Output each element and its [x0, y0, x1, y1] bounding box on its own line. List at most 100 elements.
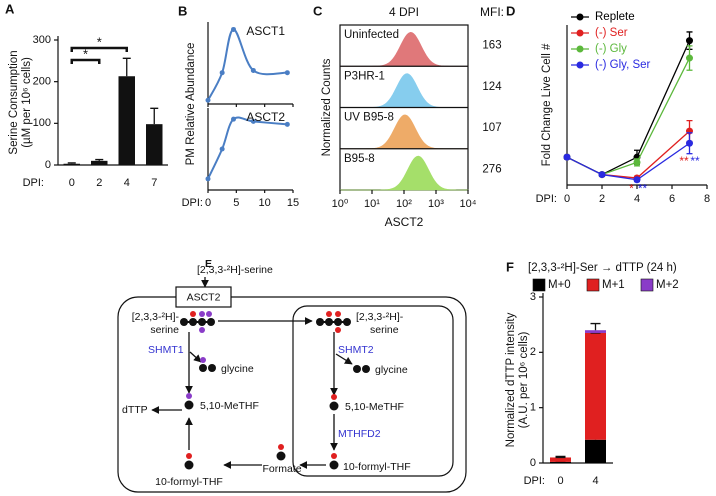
x-axis-label: DPI:	[23, 177, 44, 189]
point	[686, 139, 693, 147]
formyl-label: 10-formyl-THF	[343, 461, 411, 473]
carbon	[276, 451, 286, 461]
product-label: dTTP	[122, 404, 148, 416]
point	[250, 118, 256, 124]
x-tick-label: 2	[96, 177, 102, 189]
legend-marker	[576, 45, 584, 53]
y-tick-label: 0	[45, 159, 51, 171]
value-label: 107	[482, 122, 501, 134]
carbon	[184, 460, 194, 470]
bar	[91, 160, 108, 165]
y-axis-label: Fold Change Live Cell #	[541, 43, 553, 166]
significance-label: *	[629, 182, 634, 196]
x-axis-label: DPI:	[536, 193, 557, 205]
value-title: MFI:	[480, 5, 504, 19]
x-tick-label: 0	[205, 197, 211, 209]
deuterium	[335, 311, 341, 317]
cell-outline	[117, 296, 467, 493]
carbon	[198, 318, 206, 326]
point	[219, 70, 225, 76]
deuterium	[278, 444, 284, 450]
x-tick-label: 10⁰	[332, 198, 349, 210]
panel-label: B	[178, 3, 187, 18]
x-axis-label: ASCT2	[385, 215, 424, 229]
carbon	[343, 318, 351, 326]
x-tick-label: 5	[233, 197, 239, 209]
y-axis-label: Normalized dTTP intensity	[505, 312, 517, 447]
x-tick-label: 4	[592, 475, 598, 487]
legend-marker	[576, 29, 584, 37]
deuterium	[331, 394, 337, 400]
series-label: Uninfected	[344, 29, 399, 41]
chart-title: 4 DPI	[389, 5, 419, 19]
point	[563, 153, 571, 161]
x-axis-label: DPI:	[524, 475, 545, 487]
enzyme-label: MTHFD2	[338, 428, 381, 440]
chart-title: [2,3,3-²H]-Ser → dTTP (24 h)	[528, 262, 677, 274]
point	[231, 116, 236, 122]
panel-label: C	[313, 3, 323, 18]
serine-label: [2,3,3-²H]-	[356, 311, 404, 323]
carbon	[184, 400, 194, 410]
serine-label: serine	[150, 324, 179, 336]
carbon	[334, 318, 342, 326]
source-label: [2,3,3-²H]-serine	[197, 264, 273, 276]
methylene-label: 5,10-MeTHF	[200, 400, 259, 412]
carbon	[329, 460, 339, 470]
panel-label: A	[5, 1, 15, 16]
point	[284, 121, 290, 127]
point	[205, 97, 211, 103]
carbon	[189, 318, 197, 326]
value-label: 124	[482, 81, 502, 93]
point	[633, 176, 641, 184]
x-axis-label: DPI:	[182, 197, 203, 209]
y-axis-label: PM Relative Abundance	[185, 43, 197, 166]
significance-label: *	[83, 46, 88, 61]
carbon	[353, 365, 361, 373]
arrow	[189, 351, 202, 363]
line	[207, 28, 288, 101]
legend-label: M+1	[602, 279, 625, 291]
error-bar	[150, 107, 159, 125]
error-bar	[95, 158, 104, 161]
deuterium	[199, 327, 205, 333]
y-tick-label: 3	[530, 291, 536, 303]
y-axis-label: (A.U. per 10⁶ cells)	[518, 331, 530, 428]
legend-swatch	[586, 278, 600, 292]
glycine-label: glycine	[221, 363, 254, 375]
serine-label: serine	[370, 324, 399, 336]
series-label: ASCT2	[246, 110, 285, 124]
glycine-label: glycine	[375, 364, 408, 376]
point	[250, 67, 256, 73]
error-bar	[67, 162, 76, 164]
carbon	[329, 401, 339, 411]
formate-label: Formate	[262, 463, 301, 475]
x-tick-label: 2	[599, 193, 605, 205]
panel-label: E	[205, 258, 212, 270]
legend-label: (-) Gly, Ser	[595, 59, 651, 71]
legend-label: Replete	[595, 11, 635, 23]
legend-label: (-) Gly	[595, 43, 627, 55]
x-tick-label: 10	[259, 197, 271, 209]
x-tick-label: 7	[151, 177, 157, 189]
mitochondria-outline	[292, 305, 454, 477]
y-tick-label: 0	[530, 457, 536, 469]
enzyme-label: SHMT1	[148, 344, 184, 356]
y-tick-label: 300	[33, 34, 51, 46]
significance-label: **	[679, 154, 689, 168]
series-label: P3HR-1	[344, 70, 385, 82]
bar-segment	[585, 439, 606, 463]
deuterium	[206, 311, 212, 317]
deuterium	[326, 311, 332, 317]
x-tick-label: 15	[287, 197, 299, 209]
deuterium	[186, 393, 192, 399]
deuterium	[190, 311, 196, 317]
y-axis-label: Normalized Counts	[321, 58, 333, 156]
deuterium	[199, 311, 205, 317]
x-tick-label: 4	[124, 177, 130, 189]
deuterium	[200, 357, 206, 363]
point	[598, 171, 606, 179]
legend-label: (-) Ser	[595, 27, 628, 39]
